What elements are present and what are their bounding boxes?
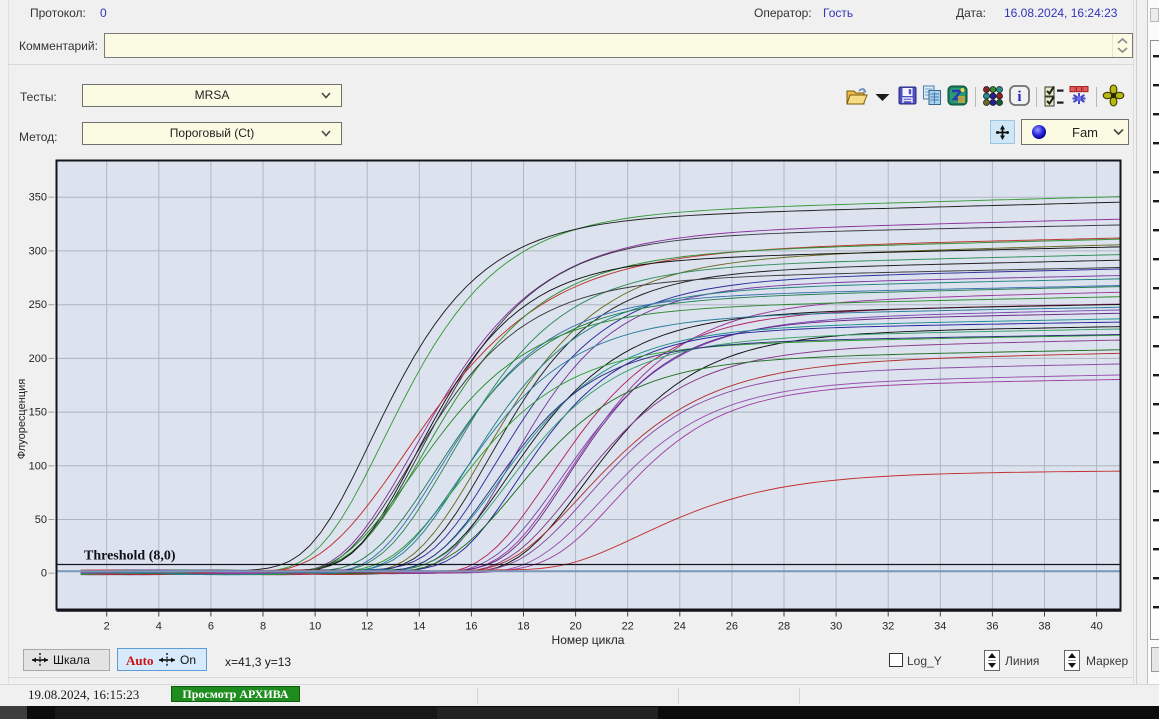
svg-text:50: 50 <box>35 514 47 526</box>
svg-text:2: 2 <box>104 621 110 633</box>
svg-text:350: 350 <box>29 192 47 204</box>
svg-text:4: 4 <box>156 621 162 633</box>
svg-text:12: 12 <box>361 621 373 633</box>
svg-text:8: 8 <box>260 621 266 633</box>
svg-text:6: 6 <box>208 621 214 633</box>
svg-text:36: 36 <box>986 621 998 633</box>
svg-text:250: 250 <box>29 299 47 311</box>
svg-text:100: 100 <box>29 460 47 472</box>
svg-text:24: 24 <box>674 621 686 633</box>
svg-text:26: 26 <box>726 621 738 633</box>
svg-text:32: 32 <box>882 621 894 633</box>
svg-text:34: 34 <box>934 621 946 633</box>
svg-text:i: i <box>1017 89 1021 105</box>
svg-text:16: 16 <box>465 621 477 633</box>
svg-text:28: 28 <box>778 621 790 633</box>
svg-text:0: 0 <box>41 568 47 580</box>
svg-text:30: 30 <box>830 621 842 633</box>
svg-text:200: 200 <box>29 353 47 365</box>
svg-text:10: 10 <box>309 621 321 633</box>
svg-text:20: 20 <box>569 621 581 633</box>
svg-text:22: 22 <box>622 621 634 633</box>
svg-text:38: 38 <box>1038 621 1050 633</box>
svg-text:14: 14 <box>413 621 425 633</box>
svg-text:Threshold (8,0): Threshold (8,0) <box>84 549 176 564</box>
svg-text:Флуоресценция: Флуоресценция <box>16 379 28 459</box>
svg-text:Номер цикла: Номер цикла <box>552 633 625 647</box>
svg-text:18: 18 <box>517 621 529 633</box>
svg-text:300: 300 <box>29 245 47 257</box>
svg-text:150: 150 <box>29 407 47 419</box>
svg-text:40: 40 <box>1090 621 1102 633</box>
